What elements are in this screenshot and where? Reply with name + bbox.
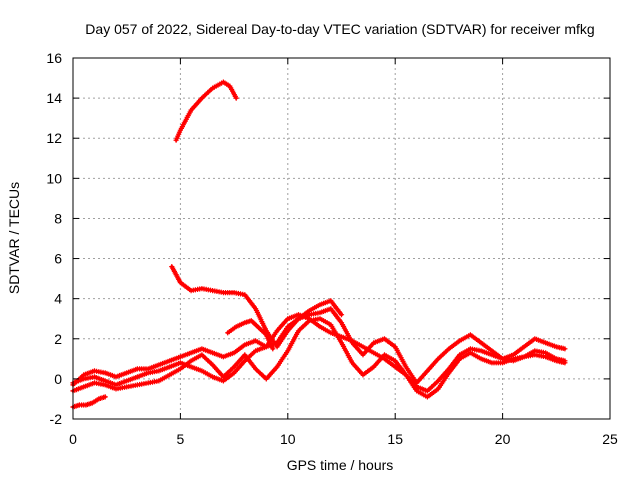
series-markers [70,394,108,410]
y-axis-label: SDTVAR / TECUs [6,182,22,294]
y-tick-label: 12 [46,130,62,146]
y-tick-label: 8 [54,210,62,226]
x-tick-label: 25 [602,431,618,447]
y-tick-label: 10 [46,170,62,186]
data-series [70,79,568,410]
x-tick-label: 20 [495,431,511,447]
axis-ticks [72,57,611,420]
chart-title: Day 057 of 2022, Sidereal Day-to-day VTE… [85,21,594,37]
y-tick-label: 6 [54,251,62,267]
y-tick-label: 16 [46,50,62,66]
series-markers [225,318,276,352]
y-tick-label: -2 [50,411,63,427]
series-arc-mid [169,264,345,350]
series-arc-high [173,79,239,143]
series-trace [174,80,238,142]
tick-labels: -2 0 2 4 6 8 10 12 14 16 0 5 10 15 20 25 [46,50,618,447]
y-tick-label: 4 [54,291,62,307]
x-tick-label: 10 [280,431,296,447]
series-markers [173,79,239,143]
x-tick-label: 0 [69,431,77,447]
x-axis-label: GPS time / hours [287,457,394,473]
y-tick-label: 14 [46,90,62,106]
x-tick-label: 5 [177,431,185,447]
y-tick-label: 2 [54,331,62,347]
x-tick-label: 15 [387,431,403,447]
series-arc-low [70,394,108,410]
plot-frame [72,57,611,420]
series-arc-late [225,318,276,352]
y-tick-label: 0 [54,371,62,387]
series-arc-c [70,312,568,400]
series-markers [169,264,345,350]
